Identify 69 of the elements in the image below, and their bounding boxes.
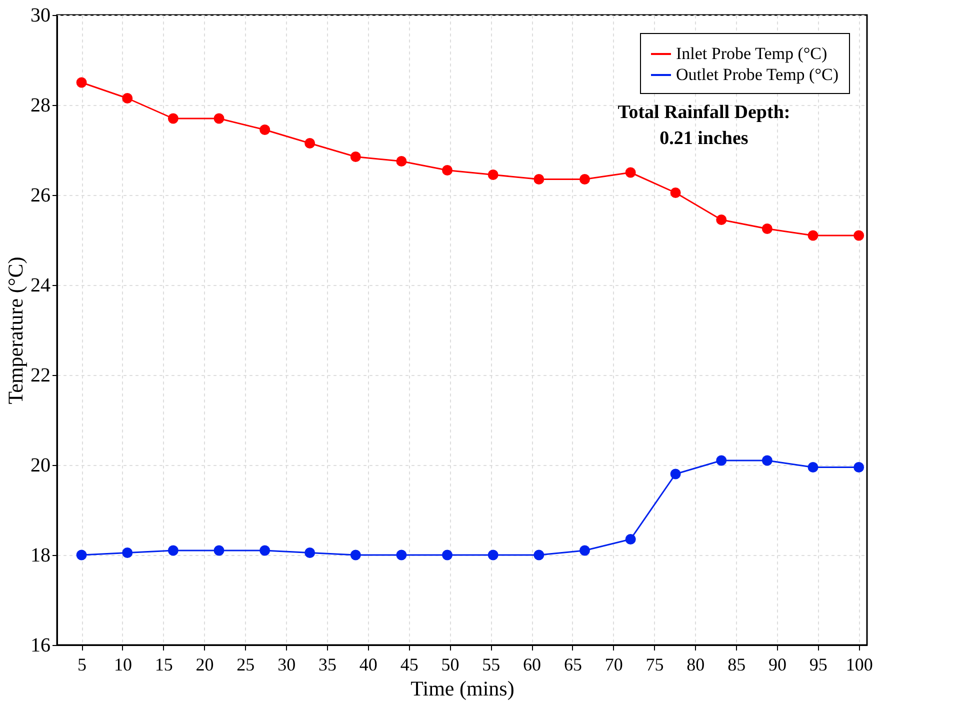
- point: [76, 77, 87, 88]
- point: [854, 230, 864, 241]
- point: [260, 124, 270, 135]
- y-tick-label: 24: [30, 274, 50, 296]
- point: [214, 113, 224, 124]
- x-tick-label: 100: [846, 654, 873, 674]
- y-tick-label: 18: [30, 544, 50, 566]
- x-axis-title: Time (mins): [410, 676, 514, 700]
- legend-label: Inlet Probe Temp (°C): [676, 44, 828, 63]
- point: [488, 550, 498, 560]
- point: [534, 174, 544, 184]
- point: [579, 545, 590, 556]
- point: [488, 170, 498, 180]
- x-tick-label: 85: [728, 654, 746, 674]
- x-tick-label: 55: [482, 654, 500, 674]
- point: [762, 224, 772, 234]
- point: [350, 152, 361, 162]
- point: [670, 188, 681, 198]
- x-tick-label: 45: [400, 654, 418, 674]
- point: [214, 545, 224, 556]
- point: [260, 545, 270, 556]
- y-axis-title: Temperature (°C): [4, 256, 28, 404]
- x-tick-label: 5: [78, 654, 87, 674]
- x-tick-label: 25: [236, 654, 255, 674]
- x-tick-label: 95: [809, 654, 828, 674]
- point: [122, 548, 133, 558]
- point: [854, 462, 864, 472]
- point: [808, 462, 818, 472]
- point: [168, 545, 178, 556]
- point: [122, 93, 133, 104]
- y-tick-label: 22: [30, 364, 50, 386]
- x-tick-label: 10: [114, 654, 132, 674]
- point: [396, 156, 407, 166]
- point: [670, 468, 681, 480]
- x-tick-label: 60: [523, 654, 542, 674]
- point: [579, 174, 590, 184]
- x-tick-label: 90: [768, 654, 786, 674]
- annotation: Total Rainfall Depth: 0.21 inches: [618, 102, 790, 149]
- point: [396, 550, 407, 560]
- point: [625, 167, 636, 178]
- point: [534, 550, 544, 560]
- point: [625, 534, 636, 544]
- legend-label: Outlet Probe Temp (°C): [676, 65, 839, 84]
- x-tick-label: 35: [318, 654, 336, 674]
- x-tick-label: 80: [686, 654, 705, 674]
- point: [808, 230, 818, 241]
- y-tick-label: 26: [30, 184, 50, 206]
- point: [716, 455, 727, 466]
- point: [168, 113, 178, 124]
- x-tick-label: 40: [359, 654, 378, 674]
- y-tick-label: 20: [30, 454, 50, 476]
- point: [350, 550, 361, 560]
- y-tick-label: 28: [30, 94, 50, 116]
- point: [762, 455, 772, 466]
- x-tick-label: 70: [604, 654, 623, 674]
- point: [76, 550, 87, 560]
- point: [304, 548, 316, 558]
- point: [304, 138, 316, 148]
- point: [442, 165, 453, 176]
- x-tick-label: 75: [646, 654, 664, 674]
- point: [442, 550, 453, 560]
- x-tick-label: 65: [564, 654, 582, 674]
- y-tick-label: 30: [30, 4, 50, 26]
- x-tick-label: 50: [441, 654, 460, 674]
- x-tick-label: 20: [196, 654, 214, 674]
- y-tick-label: 16: [30, 634, 50, 656]
- point: [716, 214, 727, 225]
- x-tick-label: 30: [278, 654, 296, 674]
- x-tick-label: 15: [154, 654, 173, 674]
